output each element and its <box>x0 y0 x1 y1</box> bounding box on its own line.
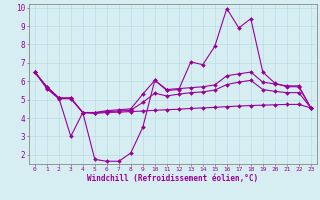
X-axis label: Windchill (Refroidissement éolien,°C): Windchill (Refroidissement éolien,°C) <box>87 174 258 183</box>
